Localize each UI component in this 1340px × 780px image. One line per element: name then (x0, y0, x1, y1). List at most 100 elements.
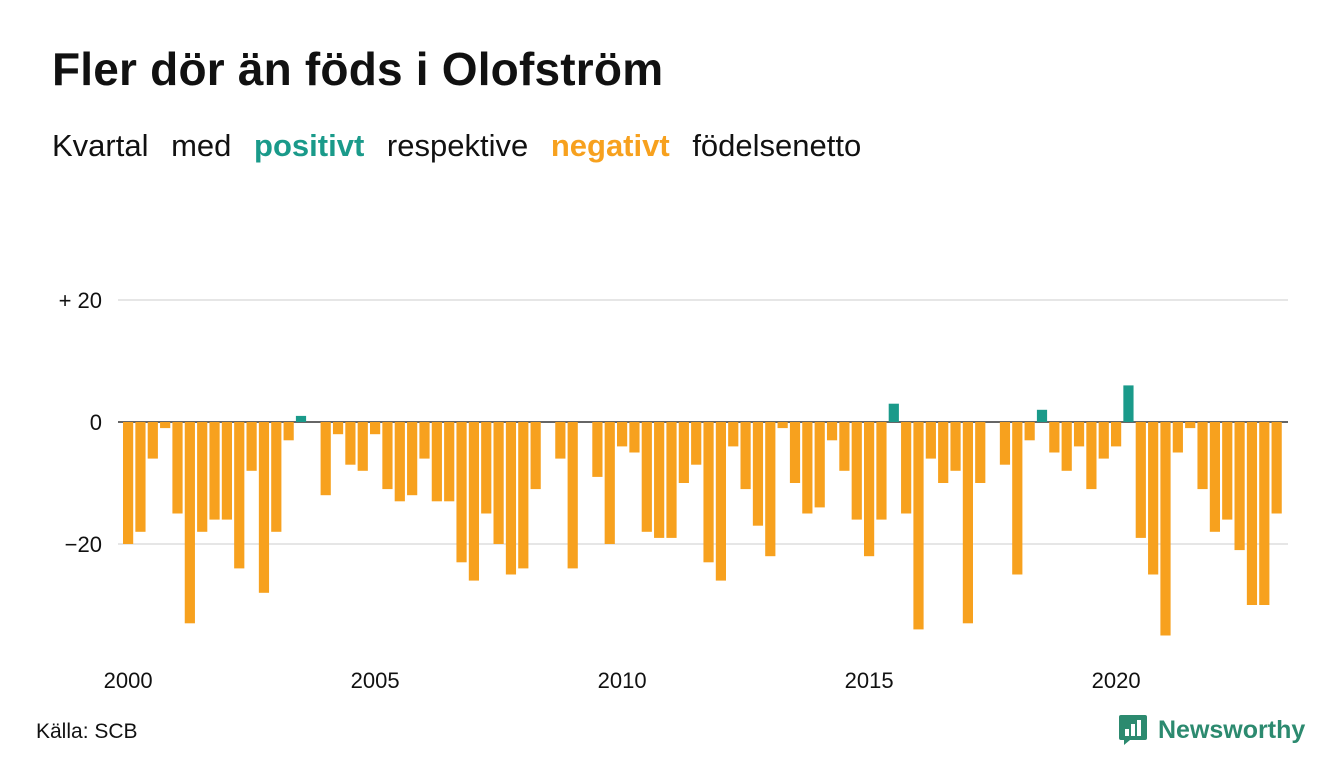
bar (617, 422, 628, 447)
bar (382, 422, 393, 490)
bar (703, 422, 714, 563)
bar (481, 422, 492, 514)
bar (802, 422, 813, 514)
bar (715, 422, 726, 581)
bar (901, 422, 912, 514)
bar (691, 422, 702, 465)
bar (283, 422, 294, 441)
bar (172, 422, 183, 514)
bar (456, 422, 467, 563)
bar (431, 422, 442, 502)
bar (1160, 422, 1171, 636)
bar (271, 422, 282, 532)
bar (1086, 422, 1097, 490)
x-tick-label: 2015 (845, 668, 894, 693)
bar (654, 422, 665, 538)
bar (740, 422, 751, 490)
bar (1185, 422, 1196, 429)
bar (345, 422, 356, 465)
bar (555, 422, 566, 459)
bar (357, 422, 368, 471)
bar (160, 422, 171, 429)
bar (147, 422, 158, 459)
chart-title: Fler dör än föds i Olofström (52, 43, 664, 95)
subtitle-word: med (171, 128, 232, 163)
bar (1012, 422, 1023, 575)
chart-subtitle: Kvartal med positivt respektive negativt… (52, 128, 875, 164)
bar (1259, 422, 1270, 605)
bar (789, 422, 801, 483)
bar (394, 422, 405, 502)
bar (1098, 422, 1109, 459)
bar (567, 422, 578, 569)
bar (530, 422, 541, 490)
bar (826, 422, 838, 441)
subtitle-word: födelsenetto (692, 128, 862, 163)
bar (999, 422, 1011, 465)
bar (444, 422, 455, 502)
bar (1209, 422, 1220, 532)
bar (728, 422, 739, 447)
brand-name: Newsworthy (1158, 715, 1306, 744)
bar (629, 422, 640, 453)
bar (1148, 422, 1159, 575)
bar (1197, 422, 1208, 490)
bar (1049, 422, 1060, 453)
bar (370, 422, 381, 435)
bar (604, 422, 615, 544)
bar (913, 422, 924, 630)
bar (839, 422, 850, 471)
subtitle-word: Kvartal (52, 128, 149, 163)
bar (246, 422, 257, 471)
bar (1123, 385, 1134, 422)
bar (1073, 422, 1085, 447)
bar (814, 422, 825, 508)
bar (209, 422, 220, 520)
bar (1271, 422, 1282, 514)
subtitle-word: respektive (386, 128, 529, 163)
x-tick-label: 2020 (1092, 668, 1141, 693)
bar (518, 422, 529, 569)
bar (320, 422, 331, 496)
bar (407, 422, 418, 496)
bar (851, 422, 862, 520)
bar (1111, 422, 1122, 447)
bar (1246, 422, 1258, 605)
bar (641, 422, 652, 532)
bar (962, 422, 973, 624)
bar (1036, 409, 1048, 422)
y-tick-label: 0 (90, 410, 102, 435)
bar (1234, 422, 1245, 551)
bar (925, 422, 936, 459)
bar (197, 422, 208, 532)
y-tick-label: −20 (65, 532, 102, 557)
bar (1061, 422, 1072, 471)
bar (1172, 422, 1183, 453)
bar (592, 422, 603, 477)
subtitle-positive-label: positivt (254, 128, 365, 163)
bar (777, 422, 788, 429)
bar (752, 422, 764, 526)
bar (258, 422, 270, 593)
newsworthy-logo-icon (1119, 715, 1147, 745)
bar (123, 422, 134, 544)
bar (950, 422, 961, 471)
brand-logo: Newsworthy (1118, 714, 1305, 746)
bar (876, 422, 887, 520)
bar (888, 403, 899, 422)
bar (493, 422, 504, 544)
bar (765, 422, 776, 557)
bar (419, 422, 430, 459)
bar (1135, 422, 1146, 538)
y-tick-label: + 20 (59, 288, 102, 313)
bar (295, 415, 307, 422)
x-tick-label: 2010 (598, 668, 647, 693)
x-tick-label: 2005 (351, 668, 400, 693)
bar (221, 422, 232, 520)
bar (184, 422, 195, 624)
bar (135, 422, 146, 532)
bar (864, 422, 875, 557)
x-tick-label: 2000 (104, 668, 153, 693)
bar (332, 422, 344, 435)
